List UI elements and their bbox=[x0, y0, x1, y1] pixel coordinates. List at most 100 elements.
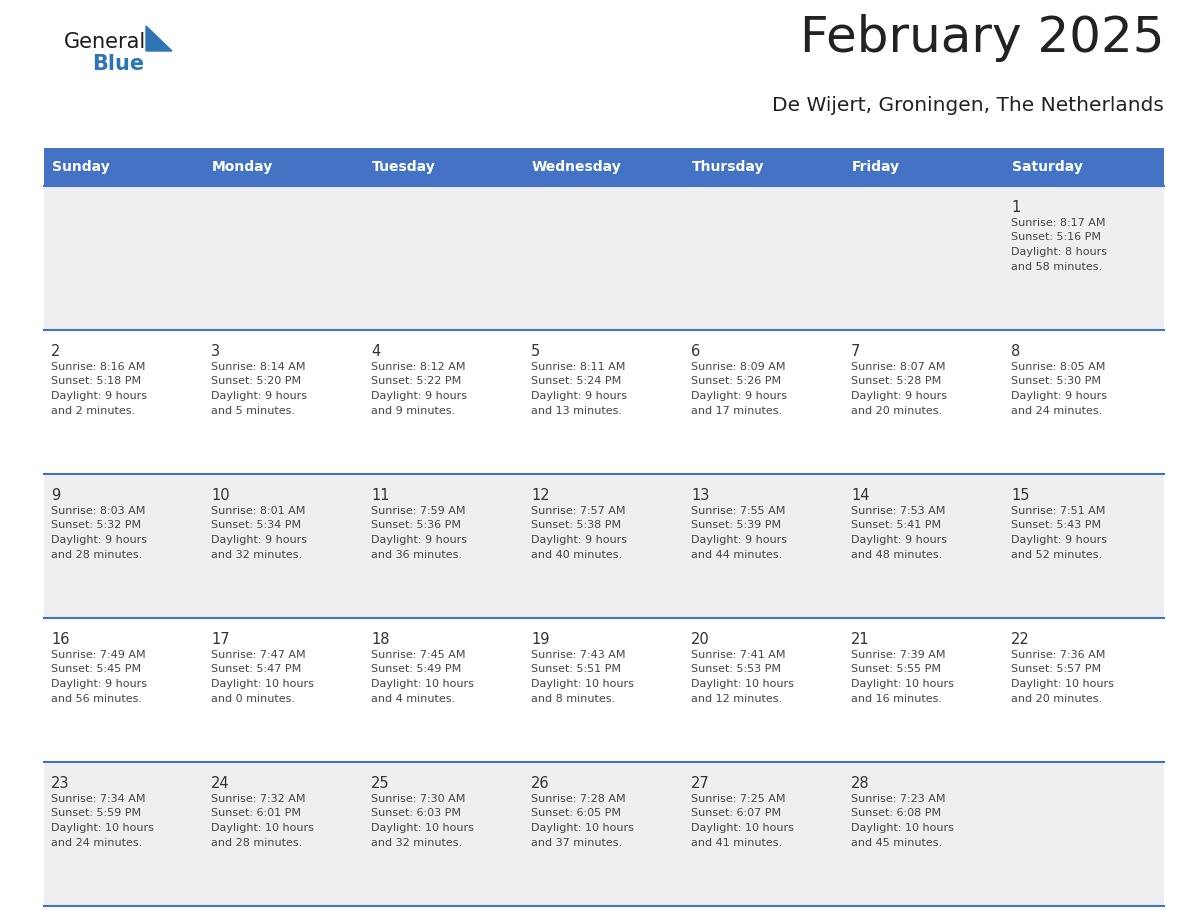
Text: Daylight: 10 hours: Daylight: 10 hours bbox=[851, 679, 954, 689]
Text: Sunrise: 8:16 AM: Sunrise: 8:16 AM bbox=[51, 362, 145, 372]
Text: Sunrise: 8:11 AM: Sunrise: 8:11 AM bbox=[531, 362, 625, 372]
Text: and 20 minutes.: and 20 minutes. bbox=[1011, 693, 1102, 703]
Text: Sunset: 5:22 PM: Sunset: 5:22 PM bbox=[371, 376, 461, 386]
Text: Sunset: 5:28 PM: Sunset: 5:28 PM bbox=[851, 376, 941, 386]
Text: 9: 9 bbox=[51, 488, 61, 503]
Text: Daylight: 9 hours: Daylight: 9 hours bbox=[531, 535, 627, 545]
Text: Sunset: 6:05 PM: Sunset: 6:05 PM bbox=[531, 809, 621, 819]
Text: 23: 23 bbox=[51, 776, 70, 791]
Text: Daylight: 10 hours: Daylight: 10 hours bbox=[51, 823, 154, 833]
Text: and 20 minutes.: and 20 minutes. bbox=[851, 406, 942, 416]
Text: 3: 3 bbox=[211, 344, 220, 359]
Bar bbox=[44, 186, 1164, 330]
Text: Sunset: 5:45 PM: Sunset: 5:45 PM bbox=[51, 665, 141, 675]
Text: Sunset: 5:43 PM: Sunset: 5:43 PM bbox=[1011, 521, 1101, 531]
Text: 20: 20 bbox=[691, 632, 709, 647]
Text: Sunset: 5:49 PM: Sunset: 5:49 PM bbox=[371, 665, 461, 675]
Text: and 41 minutes.: and 41 minutes. bbox=[691, 837, 782, 847]
Text: Sunset: 5:59 PM: Sunset: 5:59 PM bbox=[51, 809, 141, 819]
Text: Sunrise: 8:09 AM: Sunrise: 8:09 AM bbox=[691, 362, 785, 372]
Text: Daylight: 10 hours: Daylight: 10 hours bbox=[211, 823, 314, 833]
Text: Sunset: 6:08 PM: Sunset: 6:08 PM bbox=[851, 809, 941, 819]
Text: and 8 minutes.: and 8 minutes. bbox=[531, 693, 615, 703]
Text: Sunset: 5:24 PM: Sunset: 5:24 PM bbox=[531, 376, 621, 386]
Text: Sunrise: 7:51 AM: Sunrise: 7:51 AM bbox=[1011, 506, 1105, 516]
Text: and 45 minutes.: and 45 minutes. bbox=[851, 837, 942, 847]
Text: Daylight: 9 hours: Daylight: 9 hours bbox=[51, 535, 147, 545]
Text: Daylight: 9 hours: Daylight: 9 hours bbox=[371, 535, 467, 545]
Text: and 17 minutes.: and 17 minutes. bbox=[691, 406, 782, 416]
Text: Daylight: 9 hours: Daylight: 9 hours bbox=[211, 535, 307, 545]
Text: Sunset: 5:34 PM: Sunset: 5:34 PM bbox=[211, 521, 301, 531]
Text: and 4 minutes.: and 4 minutes. bbox=[371, 693, 455, 703]
Text: Sunset: 5:30 PM: Sunset: 5:30 PM bbox=[1011, 376, 1101, 386]
Bar bbox=[44, 148, 204, 186]
Text: Sunrise: 7:30 AM: Sunrise: 7:30 AM bbox=[371, 794, 466, 804]
Text: Sunset: 5:16 PM: Sunset: 5:16 PM bbox=[1011, 232, 1101, 242]
Text: Sunset: 5:55 PM: Sunset: 5:55 PM bbox=[851, 665, 941, 675]
Text: Sunrise: 8:17 AM: Sunrise: 8:17 AM bbox=[1011, 218, 1106, 228]
Text: and 24 minutes.: and 24 minutes. bbox=[1011, 406, 1102, 416]
Text: Daylight: 9 hours: Daylight: 9 hours bbox=[371, 391, 467, 401]
Bar bbox=[364, 148, 524, 186]
Bar bbox=[204, 148, 364, 186]
Text: Monday: Monday bbox=[211, 160, 273, 174]
Bar bbox=[44, 474, 1164, 618]
Text: Sunday: Sunday bbox=[52, 160, 109, 174]
Text: Daylight: 9 hours: Daylight: 9 hours bbox=[851, 535, 947, 545]
Text: Sunset: 5:47 PM: Sunset: 5:47 PM bbox=[211, 665, 302, 675]
Text: 22: 22 bbox=[1011, 632, 1030, 647]
Text: and 24 minutes.: and 24 minutes. bbox=[51, 837, 143, 847]
Text: and 16 minutes.: and 16 minutes. bbox=[851, 693, 942, 703]
Text: Sunset: 5:39 PM: Sunset: 5:39 PM bbox=[691, 521, 782, 531]
Text: 27: 27 bbox=[691, 776, 709, 791]
Text: Sunrise: 7:43 AM: Sunrise: 7:43 AM bbox=[531, 650, 626, 660]
Text: Daylight: 10 hours: Daylight: 10 hours bbox=[1011, 679, 1114, 689]
Text: Sunrise: 7:53 AM: Sunrise: 7:53 AM bbox=[851, 506, 946, 516]
Text: Sunrise: 7:49 AM: Sunrise: 7:49 AM bbox=[51, 650, 146, 660]
Text: Saturday: Saturday bbox=[1012, 160, 1083, 174]
Text: 16: 16 bbox=[51, 632, 70, 647]
Text: and 12 minutes.: and 12 minutes. bbox=[691, 693, 782, 703]
Text: and 28 minutes.: and 28 minutes. bbox=[211, 837, 302, 847]
Bar bbox=[44, 330, 1164, 474]
Text: Daylight: 9 hours: Daylight: 9 hours bbox=[51, 391, 147, 401]
Text: Sunrise: 7:59 AM: Sunrise: 7:59 AM bbox=[371, 506, 466, 516]
Text: Sunrise: 7:34 AM: Sunrise: 7:34 AM bbox=[51, 794, 145, 804]
Text: and 5 minutes.: and 5 minutes. bbox=[211, 406, 295, 416]
Text: Sunrise: 7:57 AM: Sunrise: 7:57 AM bbox=[531, 506, 626, 516]
Text: 18: 18 bbox=[371, 632, 390, 647]
Text: Sunset: 5:18 PM: Sunset: 5:18 PM bbox=[51, 376, 141, 386]
Text: Daylight: 9 hours: Daylight: 9 hours bbox=[691, 391, 786, 401]
Text: and 13 minutes.: and 13 minutes. bbox=[531, 406, 623, 416]
Text: Sunrise: 8:14 AM: Sunrise: 8:14 AM bbox=[211, 362, 305, 372]
Text: Daylight: 10 hours: Daylight: 10 hours bbox=[851, 823, 954, 833]
Text: Friday: Friday bbox=[852, 160, 901, 174]
Text: Sunrise: 7:28 AM: Sunrise: 7:28 AM bbox=[531, 794, 626, 804]
Text: Blue: Blue bbox=[91, 54, 144, 74]
Text: Sunset: 5:20 PM: Sunset: 5:20 PM bbox=[211, 376, 301, 386]
Text: Sunset: 6:07 PM: Sunset: 6:07 PM bbox=[691, 809, 782, 819]
Text: Sunrise: 7:41 AM: Sunrise: 7:41 AM bbox=[691, 650, 785, 660]
Text: 12: 12 bbox=[531, 488, 550, 503]
Text: De Wijert, Groningen, The Netherlands: De Wijert, Groningen, The Netherlands bbox=[772, 96, 1164, 115]
Text: Wednesday: Wednesday bbox=[532, 160, 621, 174]
Text: 24: 24 bbox=[211, 776, 229, 791]
Text: and 56 minutes.: and 56 minutes. bbox=[51, 693, 143, 703]
Text: Daylight: 8 hours: Daylight: 8 hours bbox=[1011, 247, 1107, 257]
Text: Sunset: 5:53 PM: Sunset: 5:53 PM bbox=[691, 665, 781, 675]
Text: Tuesday: Tuesday bbox=[372, 160, 436, 174]
Bar bbox=[524, 148, 684, 186]
Text: and 48 minutes.: and 48 minutes. bbox=[851, 550, 942, 559]
Text: Daylight: 10 hours: Daylight: 10 hours bbox=[691, 823, 794, 833]
Text: 8: 8 bbox=[1011, 344, 1020, 359]
Bar bbox=[44, 618, 1164, 762]
Bar bbox=[843, 148, 1004, 186]
Text: General: General bbox=[64, 32, 146, 52]
Text: and 58 minutes.: and 58 minutes. bbox=[1011, 262, 1102, 272]
Text: 5: 5 bbox=[531, 344, 541, 359]
Text: and 32 minutes.: and 32 minutes. bbox=[211, 550, 302, 559]
Text: Sunset: 5:36 PM: Sunset: 5:36 PM bbox=[371, 521, 461, 531]
Text: Daylight: 9 hours: Daylight: 9 hours bbox=[51, 679, 147, 689]
Text: Sunrise: 8:07 AM: Sunrise: 8:07 AM bbox=[851, 362, 946, 372]
